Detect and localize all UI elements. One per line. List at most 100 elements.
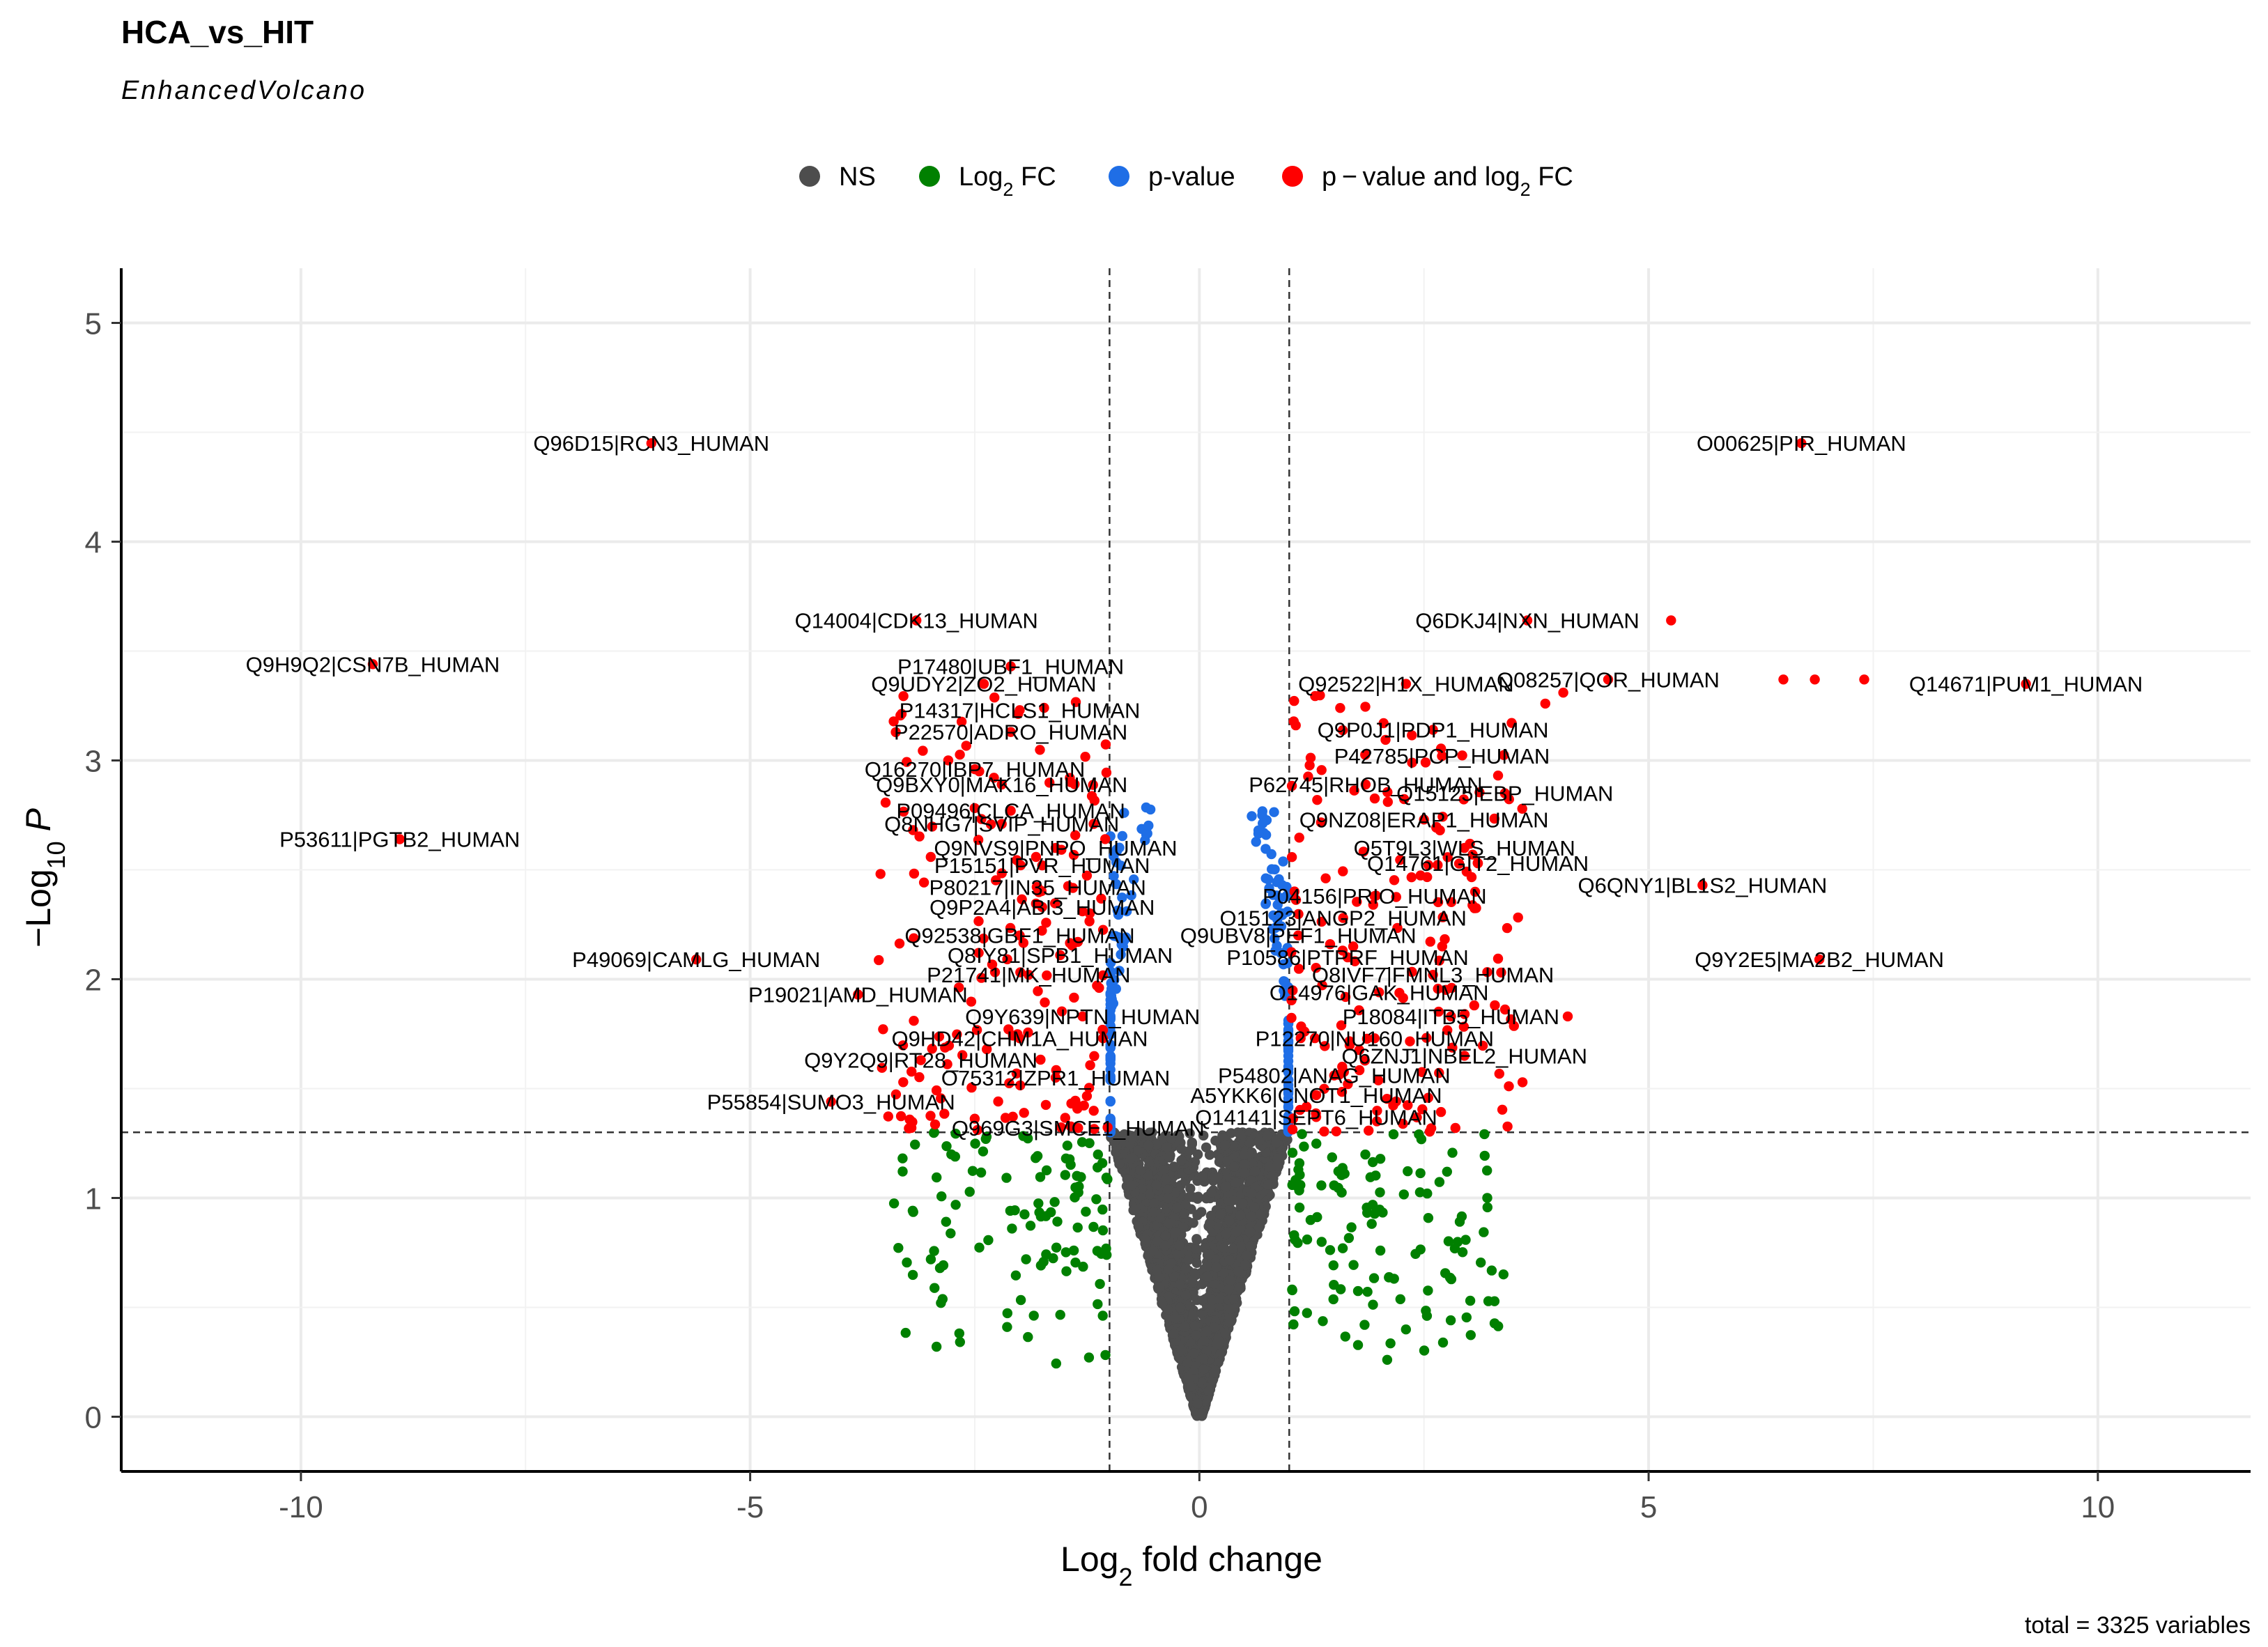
- point-pvalue: [1105, 1042, 1116, 1053]
- point-log2fc: [1423, 1285, 1433, 1296]
- point-pvalue-and-log2fc: [931, 1085, 942, 1096]
- point-pvalue: [1106, 993, 1117, 1005]
- point-ns: [1197, 1408, 1208, 1418]
- point-pvalue-and-log2fc: [1428, 725, 1438, 735]
- point-ns: [1175, 1302, 1186, 1313]
- point-ns: [1201, 1142, 1212, 1153]
- point-pvalue-and-log2fc: [1373, 1075, 1384, 1085]
- point-ns: [1211, 1262, 1222, 1273]
- point-pvalue-and-log2fc: [1336, 1087, 1348, 1097]
- point-log2fc: [929, 1127, 939, 1138]
- x-axis-title-sub: 2: [1118, 1563, 1132, 1591]
- point-pvalue-and-log2fc: [1391, 892, 1402, 902]
- point-log2fc: [1401, 1324, 1412, 1335]
- point-ns: [1166, 1258, 1177, 1269]
- point-pvalue-and-log2fc: [1311, 963, 1321, 973]
- point-pvalue: [1260, 844, 1271, 854]
- point-ns: [1249, 1203, 1260, 1213]
- point-log2fc: [1293, 1237, 1303, 1248]
- point-ns: [1180, 1200, 1191, 1211]
- point-ns: [1224, 1215, 1235, 1226]
- point-ns: [1162, 1142, 1172, 1152]
- point-ns: [1246, 1175, 1257, 1186]
- point-log2fc: [1375, 1245, 1386, 1256]
- point-pvalue-and-log2fc: [1290, 895, 1302, 905]
- point-pvalue-and-log2fc: [1492, 771, 1504, 781]
- point-pvalue: [1119, 807, 1129, 818]
- point-pvalue-and-log2fc: [1337, 1061, 1348, 1072]
- point-pvalue-and-log2fc: [1100, 834, 1111, 844]
- point-log2fc: [1442, 1166, 1452, 1177]
- point-pvalue-and-log2fc: [1089, 1124, 1100, 1134]
- point-label: Q6ZNJ1|NBEL2_HUMAN: [1341, 1044, 1587, 1068]
- point-pvalue: [1267, 864, 1277, 874]
- point-label: O15123|ANGP2_HUMAN: [1220, 906, 1467, 931]
- point-pvalue: [1264, 883, 1274, 894]
- point-log2fc: [1346, 1222, 1357, 1232]
- point-ns: [1148, 1246, 1159, 1256]
- point-pvalue: [1272, 890, 1282, 901]
- point-log2fc: [936, 1191, 947, 1202]
- point-ns: [1244, 1138, 1256, 1148]
- point-ns: [1180, 1290, 1191, 1301]
- point-pvalue-and-log2fc: [1286, 995, 1297, 1006]
- point-pvalue-and-log2fc: [1050, 842, 1061, 853]
- point-pvalue-and-log2fc: [1490, 1000, 1500, 1011]
- point-pvalue-and-log2fc: [1037, 925, 1047, 936]
- point-pvalue-and-log2fc: [1437, 941, 1447, 952]
- point-log2fc: [1465, 1330, 1476, 1340]
- point-pvalue-and-log2fc: [1364, 1125, 1374, 1136]
- point-ns: [1224, 1255, 1235, 1266]
- point-pvalue-and-log2fc: [1088, 1106, 1099, 1116]
- point-pvalue-and-log2fc: [1002, 954, 1012, 965]
- point-pvalue-and-log2fc: [1859, 674, 1869, 685]
- point-label: Q9NVS9|PNPO_HUMAN: [934, 836, 1177, 860]
- point-pvalue-and-log2fc: [1008, 1111, 1018, 1122]
- point-pvalue-and-log2fc: [1453, 858, 1465, 869]
- point-pvalue-and-log2fc: [1380, 734, 1391, 745]
- point-pvalue-and-log2fc: [1407, 757, 1417, 768]
- point-pvalue-and-log2fc: [898, 1077, 909, 1088]
- chart-title: HCA_vs_HIT: [121, 14, 314, 50]
- point-log2fc: [1083, 1352, 1095, 1363]
- point-ns: [1191, 1235, 1202, 1246]
- point-ns: [1183, 1374, 1194, 1384]
- x-axis-title-rest: fold change: [1133, 1540, 1322, 1579]
- point-ns: [1183, 1192, 1194, 1203]
- point-label: P21741|MK_HUMAN: [927, 963, 1130, 987]
- point-ns: [1162, 1184, 1173, 1196]
- point-log2fc: [1289, 1306, 1300, 1317]
- point-pvalue-and-log2fc: [878, 1024, 888, 1035]
- point-label: Q8NHG7|SVIP_HUMAN: [884, 812, 1119, 837]
- point-pvalue-and-log2fc: [1506, 1014, 1516, 1025]
- point-pvalue-and-log2fc: [1294, 833, 1304, 843]
- point-pvalue-and-log2fc: [1050, 898, 1060, 908]
- point-log2fc: [1375, 1154, 1386, 1164]
- point-pvalue-and-log2fc: [1320, 873, 1331, 883]
- point-pvalue-and-log2fc: [1399, 794, 1410, 805]
- point-pvalue: [1283, 1037, 1294, 1048]
- point-pvalue-and-log2fc: [1420, 757, 1431, 768]
- point-ns: [1188, 1310, 1198, 1320]
- point-ns: [1197, 1295, 1208, 1306]
- point-label: P42785|PCP_HUMAN: [1334, 744, 1550, 768]
- point-log2fc: [1445, 1315, 1456, 1326]
- point-log2fc: [1068, 1245, 1079, 1256]
- point-ns: [1207, 1294, 1218, 1306]
- point-log2fc: [1422, 1188, 1433, 1199]
- x-axis-title: Log2 fold change: [1060, 1540, 1322, 1591]
- point-ns: [1237, 1198, 1249, 1209]
- point-pvalue-and-log2fc: [987, 959, 998, 970]
- point-pvalue-and-log2fc: [877, 1062, 888, 1073]
- point-label: P14317|HCLS1_HUMAN: [900, 698, 1141, 722]
- point-pvalue-and-log2fc: [1015, 1080, 1026, 1091]
- point-ns: [1149, 1198, 1159, 1209]
- point-pvalue-and-log2fc: [1369, 891, 1380, 902]
- point-pvalue-and-log2fc: [1423, 860, 1434, 870]
- point-pvalue-and-log2fc: [1457, 750, 1467, 761]
- point-ns: [1209, 1368, 1219, 1378]
- point-pvalue-and-log2fc: [1469, 1000, 1479, 1011]
- point-log2fc: [955, 1337, 966, 1347]
- point-pvalue-and-log2fc: [906, 1122, 917, 1134]
